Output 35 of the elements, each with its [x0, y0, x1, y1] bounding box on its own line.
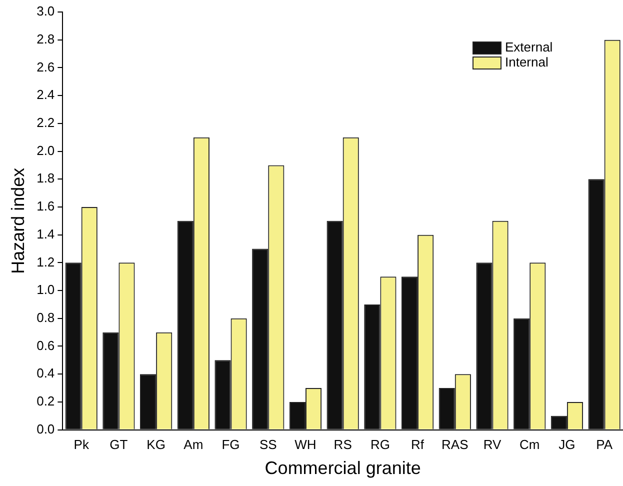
y-tick-label: 1.0	[36, 282, 55, 298]
y-tick-label: 2.6	[36, 59, 55, 74]
legend-label: External	[505, 40, 553, 55]
y-tick-label: 1.4	[36, 226, 55, 242]
y-tick-label: 2.0	[36, 142, 55, 158]
x-tick-label: PA	[596, 437, 613, 452]
y-tick-label: 2.2	[36, 114, 55, 130]
y-tick-label: 1.2	[36, 254, 55, 270]
y-tick-label: 0.6	[36, 338, 55, 353]
y-tick-label: 0.0	[36, 421, 55, 436]
x-tick-label: Am	[184, 437, 204, 452]
x-tick-label: KG	[146, 437, 166, 452]
legend-label: Internal	[505, 54, 548, 70]
x-tick-label: Rf	[411, 437, 424, 452]
x-axis-title: Commercial granite	[264, 458, 421, 478]
y-tick-label: 2.4	[36, 87, 55, 102]
x-tick-label: WH	[294, 437, 316, 452]
y-tick-label: 2.8	[36, 31, 55, 46]
y-tick-label: 0.4	[36, 366, 55, 381]
y-tick-label: 1.6	[36, 198, 55, 214]
y-tick-label: 1.8	[36, 170, 55, 186]
x-tick-label: Pk	[74, 437, 90, 452]
x-tick-label: RV	[483, 437, 502, 452]
y-tick-label: 0.2	[36, 394, 55, 409]
x-tick-label: RS	[334, 437, 352, 452]
x-tick-label: RAS	[442, 437, 469, 452]
x-tick-label: JG	[558, 437, 576, 452]
x-tick-label: SS	[259, 437, 278, 452]
y-tick-label: 0.8	[36, 310, 55, 325]
y-tick-label: 3.0	[36, 4, 55, 19]
x-tick-label: GT	[110, 437, 128, 452]
x-tick-label: FG	[222, 437, 240, 452]
x-tick-label: RG	[370, 437, 390, 452]
y-axis-title: Hazard index	[8, 168, 28, 274]
x-tick-label: Cm	[520, 437, 540, 452]
